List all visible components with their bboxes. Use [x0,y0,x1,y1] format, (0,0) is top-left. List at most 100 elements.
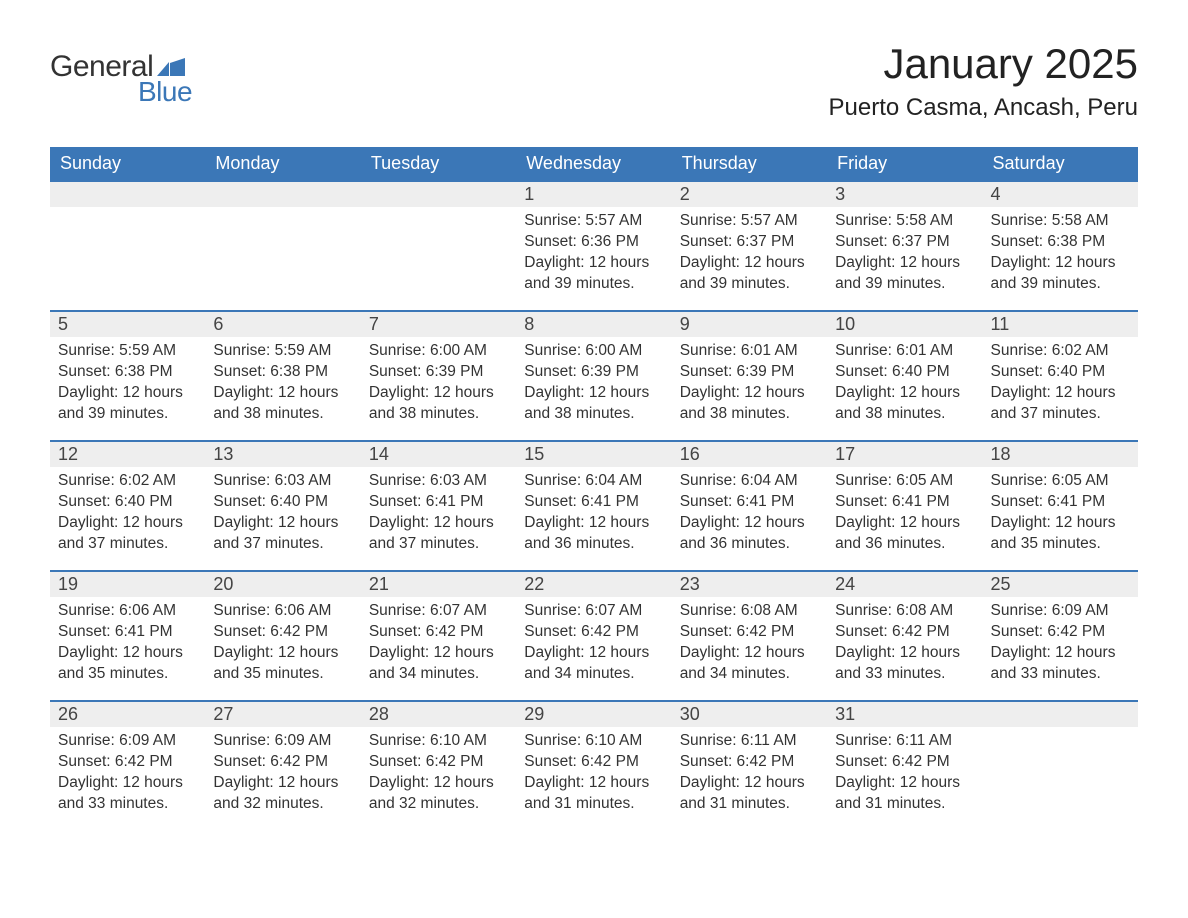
sunrise-text: Sunrise: 6:01 AM [680,341,819,362]
sunset-text: Sunset: 6:38 PM [991,232,1130,253]
sunrise-text: Sunrise: 6:04 AM [680,471,819,492]
sunset-text: Sunset: 6:37 PM [680,232,819,253]
day-details: Sunrise: 6:06 AMSunset: 6:41 PMDaylight:… [50,597,205,693]
sunrise-text: Sunrise: 6:07 AM [369,601,508,622]
day-details: Sunrise: 6:04 AMSunset: 6:41 PMDaylight:… [672,467,827,563]
calendar-day-cell: 23Sunrise: 6:08 AMSunset: 6:42 PMDayligh… [672,570,827,700]
sunset-text: Sunset: 6:42 PM [58,752,197,773]
day-details: Sunrise: 6:05 AMSunset: 6:41 PMDaylight:… [983,467,1138,563]
calendar-week-row: 19Sunrise: 6:06 AMSunset: 6:41 PMDayligh… [50,570,1138,700]
daylight-text: Daylight: 12 hours and 33 minutes. [991,643,1130,685]
sunset-text: Sunset: 6:42 PM [524,752,663,773]
daylight-text: Daylight: 12 hours and 31 minutes. [835,773,974,815]
calendar-day-cell: 14Sunrise: 6:03 AMSunset: 6:41 PMDayligh… [361,440,516,570]
day-number: 24 [827,570,982,597]
calendar-empty-cell [361,180,516,310]
sunrise-text: Sunrise: 6:08 AM [835,601,974,622]
sunrise-text: Sunrise: 6:00 AM [524,341,663,362]
day-number: 6 [205,310,360,337]
daylight-text: Daylight: 12 hours and 39 minutes. [58,383,197,425]
sunset-text: Sunset: 6:39 PM [680,362,819,383]
calendar-day-cell: 13Sunrise: 6:03 AMSunset: 6:40 PMDayligh… [205,440,360,570]
day-number: 3 [827,180,982,207]
sunset-text: Sunset: 6:42 PM [991,622,1130,643]
day-details: Sunrise: 5:57 AMSunset: 6:36 PMDaylight:… [516,207,671,303]
day-details: Sunrise: 5:59 AMSunset: 6:38 PMDaylight:… [50,337,205,433]
weekday-header: Friday [827,147,982,180]
calendar-day-cell: 26Sunrise: 6:09 AMSunset: 6:42 PMDayligh… [50,700,205,830]
day-number: 7 [361,310,516,337]
sunrise-text: Sunrise: 5:59 AM [58,341,197,362]
sunrise-text: Sunrise: 6:10 AM [524,731,663,752]
daylight-text: Daylight: 12 hours and 38 minutes. [524,383,663,425]
sunset-text: Sunset: 6:37 PM [835,232,974,253]
sunset-text: Sunset: 6:38 PM [58,362,197,383]
daylight-text: Daylight: 12 hours and 37 minutes. [991,383,1130,425]
calendar-day-cell: 29Sunrise: 6:10 AMSunset: 6:42 PMDayligh… [516,700,671,830]
daylight-text: Daylight: 12 hours and 38 minutes. [835,383,974,425]
calendar-day-cell: 25Sunrise: 6:09 AMSunset: 6:42 PMDayligh… [983,570,1138,700]
calendar-week-row: 12Sunrise: 6:02 AMSunset: 6:40 PMDayligh… [50,440,1138,570]
daylight-text: Daylight: 12 hours and 38 minutes. [369,383,508,425]
calendar-week-row: 26Sunrise: 6:09 AMSunset: 6:42 PMDayligh… [50,700,1138,830]
day-details: Sunrise: 6:05 AMSunset: 6:41 PMDaylight:… [827,467,982,563]
day-number: 26 [50,700,205,727]
sunrise-text: Sunrise: 6:11 AM [680,731,819,752]
day-details: Sunrise: 6:00 AMSunset: 6:39 PMDaylight:… [516,337,671,433]
sunset-text: Sunset: 6:38 PM [213,362,352,383]
calendar-day-cell: 11Sunrise: 6:02 AMSunset: 6:40 PMDayligh… [983,310,1138,440]
calendar-day-cell: 24Sunrise: 6:08 AMSunset: 6:42 PMDayligh… [827,570,982,700]
sunrise-text: Sunrise: 5:58 AM [991,211,1130,232]
weekday-header: Tuesday [361,147,516,180]
daylight-text: Daylight: 12 hours and 33 minutes. [835,643,974,685]
weekday-header: Saturday [983,147,1138,180]
day-number: 2 [672,180,827,207]
daylight-text: Daylight: 12 hours and 34 minutes. [369,643,508,685]
daylight-text: Daylight: 12 hours and 35 minutes. [58,643,197,685]
empty-day-header [205,180,360,207]
sunrise-text: Sunrise: 6:03 AM [213,471,352,492]
calendar-day-cell: 3 Sunrise: 5:58 AMSunset: 6:37 PMDaylight… [827,180,982,310]
day-number: 1 [516,180,671,207]
flag-icon [157,58,185,76]
calendar-empty-cell [983,700,1138,830]
day-number: 9 [672,310,827,337]
sunrise-text: Sunrise: 6:02 AM [991,341,1130,362]
daylight-text: Daylight: 12 hours and 39 minutes. [680,253,819,295]
calendar-week-row: 5Sunrise: 5:59 AMSunset: 6:38 PMDaylight… [50,310,1138,440]
day-number: 14 [361,440,516,467]
day-number: 5 [50,310,205,337]
sunset-text: Sunset: 6:42 PM [524,622,663,643]
sunset-text: Sunset: 6:39 PM [369,362,508,383]
day-details: Sunrise: 6:09 AMSunset: 6:42 PMDaylight:… [983,597,1138,693]
calendar-table: SundayMondayTuesdayWednesdayThursdayFrid… [50,147,1138,830]
sunset-text: Sunset: 6:40 PM [213,492,352,513]
sunrise-text: Sunrise: 6:08 AM [680,601,819,622]
daylight-text: Daylight: 12 hours and 32 minutes. [213,773,352,815]
sunset-text: Sunset: 6:41 PM [524,492,663,513]
daylight-text: Daylight: 12 hours and 37 minutes. [213,513,352,555]
daylight-text: Daylight: 12 hours and 35 minutes. [213,643,352,685]
daylight-text: Daylight: 12 hours and 39 minutes. [835,253,974,295]
daylight-text: Daylight: 12 hours and 36 minutes. [524,513,663,555]
day-number: 19 [50,570,205,597]
calendar-day-cell: 1Sunrise: 5:57 AMSunset: 6:36 PMDaylight… [516,180,671,310]
calendar-week-row: 1Sunrise: 5:57 AMSunset: 6:36 PMDaylight… [50,180,1138,310]
calendar-day-cell: 20Sunrise: 6:06 AMSunset: 6:42 PMDayligh… [205,570,360,700]
day-details: Sunrise: 6:10 AMSunset: 6:42 PMDaylight:… [516,727,671,823]
sunrise-text: Sunrise: 6:05 AM [835,471,974,492]
day-number: 18 [983,440,1138,467]
day-details: Sunrise: 6:00 AMSunset: 6:39 PMDaylight:… [361,337,516,433]
sunrise-text: Sunrise: 6:09 AM [58,731,197,752]
calendar-day-cell: 21Sunrise: 6:07 AMSunset: 6:42 PMDayligh… [361,570,516,700]
calendar-day-cell: 22Sunrise: 6:07 AMSunset: 6:42 PMDayligh… [516,570,671,700]
calendar-day-cell: 18Sunrise: 6:05 AMSunset: 6:41 PMDayligh… [983,440,1138,570]
sunset-text: Sunset: 6:40 PM [835,362,974,383]
sunrise-text: Sunrise: 6:07 AM [524,601,663,622]
sunrise-text: Sunrise: 5:58 AM [835,211,974,232]
day-number: 12 [50,440,205,467]
day-details: Sunrise: 6:07 AMSunset: 6:42 PMDaylight:… [361,597,516,693]
calendar-day-cell: 2Sunrise: 5:57 AMSunset: 6:37 PMDaylight… [672,180,827,310]
daylight-text: Daylight: 12 hours and 39 minutes. [991,253,1130,295]
daylight-text: Daylight: 12 hours and 32 minutes. [369,773,508,815]
